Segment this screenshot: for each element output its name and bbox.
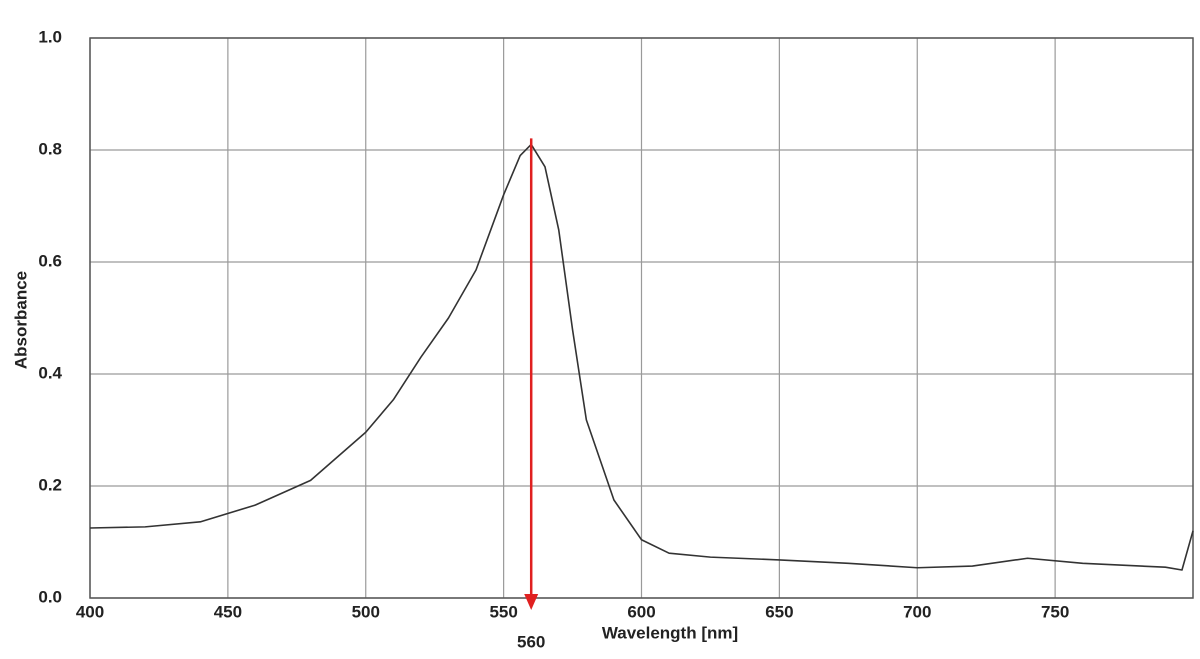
y-axis-label: Absorbance	[11, 271, 30, 369]
x-axis-label: Wavelength [nm]	[602, 623, 738, 642]
y-tick-label: 0.4	[38, 363, 62, 382]
x-tick-label: 600	[627, 602, 655, 621]
x-tick-label: 750	[1041, 602, 1069, 621]
x-tick-label: 550	[489, 602, 517, 621]
plot-frame	[89, 37, 1194, 599]
x-tick-label: 650	[765, 602, 793, 621]
series-line	[89, 143, 1194, 571]
y-tick-label: 0.6	[38, 251, 62, 270]
y-tick-label: 0.2	[38, 475, 62, 494]
y-tick-label: 0.0	[38, 587, 62, 606]
x-tick-label: 400	[76, 602, 104, 621]
x-tick-label: 450	[214, 602, 242, 621]
y-tick-label: 0.8	[38, 139, 62, 158]
x-tick-label: 500	[352, 602, 380, 621]
y-tick-label: 1.0	[38, 27, 62, 46]
x-tick-label: 700	[903, 602, 931, 621]
annotation-arrow	[524, 594, 539, 610]
annotation-label: 560	[517, 632, 545, 651]
